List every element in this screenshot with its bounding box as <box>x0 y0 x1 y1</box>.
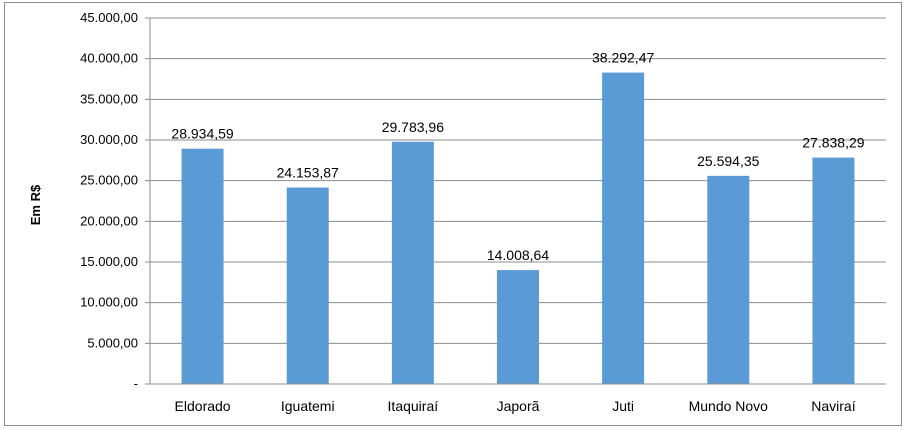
y-tick-label: 40.000,00 <box>80 51 138 66</box>
x-category-label: Iguatemi <box>281 398 335 414</box>
data-label: 24.153,87 <box>277 165 339 181</box>
bar-eldorado <box>181 148 224 384</box>
x-category-label: Itaquiraí <box>388 398 439 414</box>
data-label: 38.292,47 <box>592 50 654 66</box>
x-category-label: Naviraí <box>811 398 855 414</box>
y-tick-label: 45.000,00 <box>80 10 138 25</box>
gridlines <box>145 17 886 385</box>
bar-itaquiraí <box>391 141 434 384</box>
chart-frame <box>4 2 902 426</box>
y-tick-label: 35.000,00 <box>80 91 138 106</box>
x-category-labels: Eldorado Iguatemi Itaquiraí Japorã Juti Mundo… <box>175 398 856 414</box>
bar-juti <box>602 72 645 385</box>
y-axis-label: Em R$ <box>28 184 43 225</box>
bar-japorã <box>497 270 539 384</box>
axes <box>149 18 886 385</box>
x-category-label: Mundo Novo <box>689 398 769 414</box>
data-label: 14.008,64 <box>487 247 549 263</box>
data-label: 25.594,35 <box>697 153 759 169</box>
x-category-label: Juti <box>612 398 634 414</box>
bar-naviraí <box>812 157 855 384</box>
bar-mundo-novo <box>707 175 750 384</box>
x-category-label: Japorã <box>497 398 540 414</box>
y-tick-label: 15.000,00 <box>80 254 138 269</box>
y-tick-label: 10.000,00 <box>80 295 138 310</box>
data-label: 29.783,96 <box>382 119 444 135</box>
y-tick-label: 20.000,00 <box>80 213 138 228</box>
y-tick-label: - <box>134 376 138 391</box>
y-tick-label: 30.000,00 <box>80 132 138 147</box>
y-tick-labels: - 5.000,00 10.000,00 15.000,00 20.000,00 25.0… <box>80 10 138 391</box>
y-tick-label: 25.000,00 <box>80 173 138 188</box>
bars <box>181 72 855 385</box>
bar-iguatemi <box>286 187 329 384</box>
x-category-label: Eldorado <box>175 398 231 414</box>
data-labels: 28.934,59 24.153,87 29.783,96 14.008,64 38.2… <box>171 50 864 264</box>
data-label: 27.838,29 <box>802 135 864 151</box>
data-label: 28.934,59 <box>171 126 233 142</box>
y-tick-label: 5.000,00 <box>87 335 138 350</box>
